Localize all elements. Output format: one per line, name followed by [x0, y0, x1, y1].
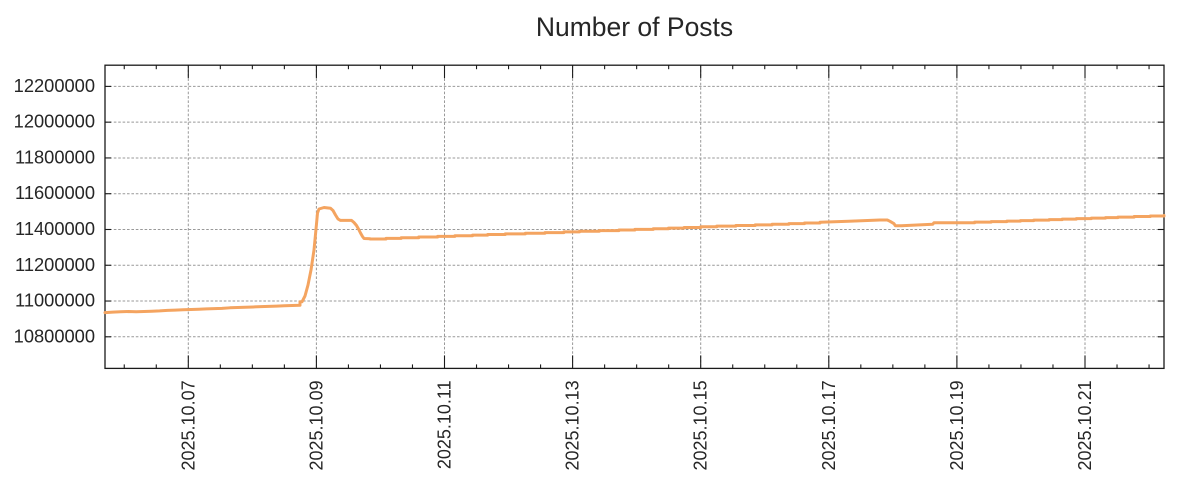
svg-text:2025.10.19: 2025.10.19: [947, 380, 967, 470]
svg-text:11600000: 11600000: [15, 182, 95, 203]
svg-text:12200000: 12200000: [14, 75, 95, 96]
svg-text:2025.10.07: 2025.10.07: [178, 380, 198, 470]
svg-text:11000000: 11000000: [15, 290, 95, 311]
svg-text:2025.10.21: 2025.10.21: [1075, 380, 1095, 470]
svg-text:2025.10.11: 2025.10.11: [435, 380, 455, 469]
svg-text:11400000: 11400000: [15, 218, 95, 239]
svg-text:2025.10.17: 2025.10.17: [819, 380, 839, 470]
svg-text:12000000: 12000000: [14, 111, 95, 132]
svg-text:2025.10.09: 2025.10.09: [306, 380, 326, 470]
svg-text:11800000: 11800000: [15, 146, 95, 167]
svg-text:2025.10.15: 2025.10.15: [691, 380, 711, 470]
svg-text:10800000: 10800000: [14, 325, 95, 346]
svg-text:11200000: 11200000: [15, 254, 95, 275]
svg-text:2025.10.13: 2025.10.13: [563, 380, 583, 470]
